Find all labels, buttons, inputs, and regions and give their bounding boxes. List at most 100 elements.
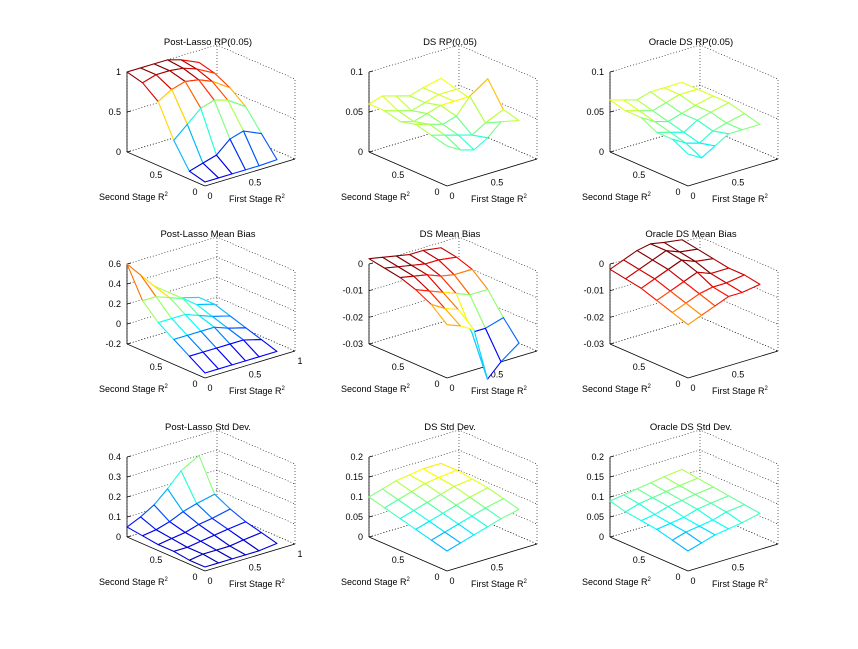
x-tick-label: 0.5 [491,370,504,380]
x-axis-label-exponent: 2 [282,194,286,200]
x-axis-label: First Stage R2 [471,194,528,204]
z-tick-label: 0 [358,147,363,157]
y-tick-label: 0 [675,187,680,197]
panel-post-lasso-std-dev: 0 0.1 0.2 0.3 0.4 0 0.5 1 0 0.5 First Stage R2 Seco… [99,422,303,589]
z-tick [368,315,374,318]
y-tick-label: 0.5 [392,170,405,180]
x-axis-label: First Stage R2 [229,386,286,396]
z-tick [126,515,132,518]
x-axis-label: First Stage R2 [712,386,769,396]
y-tick-label: 0 [192,379,197,389]
z-tick-label: 0.1 [591,67,604,77]
z-tick [609,110,615,113]
z-gridline [368,236,538,272]
x-tick-label: 0 [207,383,212,393]
z-tick-label: -0.01 [342,286,363,296]
panel-title: Oracle DS Std Dev. [650,422,732,433]
x-axis-label-exponent: 2 [765,579,769,585]
x-axis-line [446,158,538,187]
surface-mesh-cell [188,162,220,183]
x-tick-label: 0.5 [732,563,745,573]
x-tick-label: 0 [690,191,695,201]
y-tick-label: 0.5 [392,555,405,565]
z-tick [368,535,374,538]
x-axis-label-exponent: 2 [765,386,769,392]
z-tick [126,110,132,113]
panel-title: Oracle DS RP(0.05) [649,37,733,48]
y-axis-line [609,343,689,379]
y-axis-label: Second Stage R2 [582,577,652,587]
y-axis-label-exponent: 2 [407,384,411,390]
x-axis-label: First Stage R2 [712,579,769,589]
x-tick-label: 0 [690,383,695,393]
z-gridline [126,449,296,485]
z-tick-label: -0.01 [583,286,604,296]
z-tick-label: 0.1 [350,67,363,77]
z-gridline [609,429,779,465]
z-tick [126,535,132,538]
z-tick-label: 0.15 [345,472,363,482]
z-tick-label: -0.03 [583,339,604,349]
y-axis-line [368,343,448,379]
x-axis-line [687,350,779,379]
panel-title: Post-Lasso Mean Bias [160,229,255,240]
panel-title: Post-Lasso RP(0.05) [164,37,252,48]
x-tick-label: 0 [449,576,454,586]
x-tick-label: 0 [449,383,454,393]
x-tick-label: 0 [449,191,454,201]
z-gridline [609,449,779,485]
z-tick [126,475,132,478]
x-axis-label: First Stage R2 [471,579,528,589]
z-tick [609,289,615,292]
z-tick-label: 0.1 [108,512,121,522]
z-tick-label: 0.2 [108,299,121,309]
panel-oracle-ds-rp: 0 0.05 0.1 0 0.5 0 0.5 First Stage R2 Second Sta… [582,37,779,204]
z-tick [609,150,615,153]
y-tick-label: 0 [434,187,439,197]
z-tick-label: 0.5 [108,107,121,117]
z-tick-label: 0.2 [350,452,363,462]
z-gridline [126,429,296,465]
y-tick-label: 0 [192,187,197,197]
z-tick-label: 0.4 [108,279,121,289]
z-tick-label: -0.03 [342,339,363,349]
y-axis-label-exponent: 2 [165,192,169,198]
y-tick-label: 0.5 [633,170,646,180]
z-tick-label: 0 [599,532,604,542]
z-tick-label: 0 [358,259,363,269]
panel-ds-std-dev: 0 0.05 0.1 0.15 0.2 0 0.5 0 0.5 First Stage R2 Sec… [341,422,538,589]
y-axis-label: Second Stage R2 [99,577,169,587]
y-axis-label-exponent: 2 [165,577,169,583]
z-tick [609,262,615,265]
surface-mesh-cell [188,553,220,568]
z-tick [609,455,615,458]
z-gridline [609,44,779,80]
z-gridline [368,84,538,120]
z-tick-label: -0.2 [105,339,121,349]
x-tick-label: 0.5 [732,370,745,380]
x-axis-label-exponent: 2 [765,194,769,200]
z-tick [368,455,374,458]
x-tick-label: 0 [690,576,695,586]
z-tick [126,302,132,305]
z-gridline [368,44,538,80]
y-tick-label: 0 [192,572,197,582]
z-gridline [609,84,779,120]
panel-title: DS Mean Bias [420,229,481,240]
z-gridline [126,296,296,332]
y-tick-label: 0.5 [150,362,163,372]
z-tick-label: 0 [116,319,121,329]
x-tick-label: 0.5 [491,178,504,188]
y-axis-line [126,343,206,379]
z-tick [126,455,132,458]
z-tick-label: 0.6 [108,259,121,269]
z-tick-label: 0 [358,532,363,542]
z-tick [368,262,374,265]
x-axis-label-exponent: 2 [524,579,528,585]
z-gridline [126,236,296,272]
surface-mesh-cell [188,351,220,374]
x-axis-line [446,543,538,572]
panel-title: Post-Lasso Std Dev. [165,422,251,433]
